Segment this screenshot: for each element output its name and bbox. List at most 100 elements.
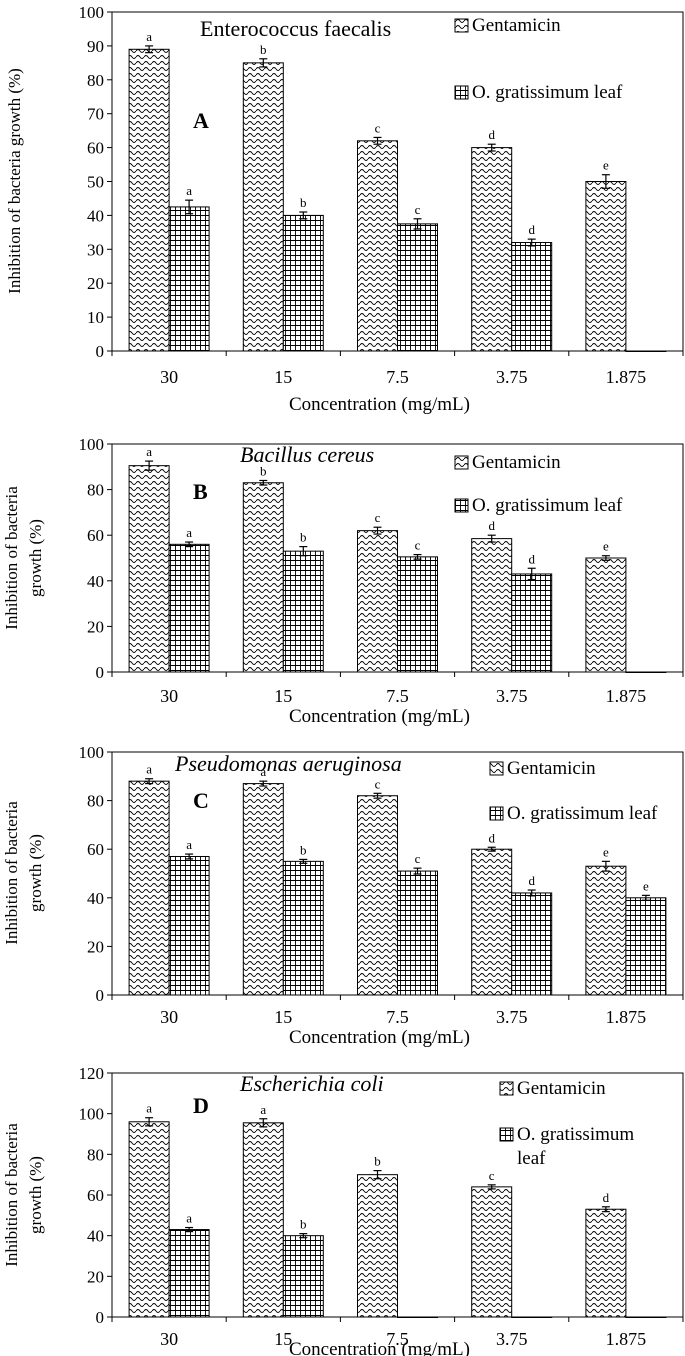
legend-gentamicin-swatch	[489, 761, 504, 776]
legend-gentamicin-swatch	[454, 18, 469, 33]
significance-letter: a	[146, 762, 152, 777]
x-category-label: 1.875	[606, 367, 647, 387]
y-tick-label: 80	[87, 71, 104, 90]
legend-leaf-label: leaf	[517, 1148, 546, 1169]
legend-gentamicin-swatch	[454, 455, 469, 470]
y-tick-label: 0	[96, 986, 105, 1005]
panel-label: B	[193, 479, 208, 504]
significance-letter: d	[528, 222, 535, 237]
gentamicin-bar	[585, 865, 627, 996]
gentamicin-bar	[242, 783, 284, 996]
significance-letter: c	[489, 1168, 495, 1183]
gentamicin-bar	[585, 181, 627, 352]
y-axis-label: Inhibition of bacteria growth (%)	[5, 68, 24, 294]
x-category-label: 3.75	[496, 1007, 528, 1027]
y-tick-label: 40	[87, 572, 104, 591]
significance-letter: b	[260, 463, 267, 478]
y-axis-label: Inhibition of bacteria growth (%)	[2, 486, 45, 630]
significance-letter: e	[603, 158, 609, 173]
y-axis-label-line: growth (%)	[26, 834, 45, 912]
x-category-label: 15	[274, 686, 292, 706]
y-axis-label-line: Inhibition of bacteria	[2, 801, 21, 945]
significance-letter: e	[603, 539, 609, 554]
chart-title: Bacillus cereus	[240, 442, 374, 467]
y-tick-label: 40	[87, 206, 104, 225]
y-tick-label: 100	[79, 1105, 105, 1124]
x-category-label: 1.875	[606, 1007, 647, 1027]
x-category-label: 30	[160, 1007, 178, 1027]
leaf-bar	[282, 550, 324, 673]
gentamicin-bar	[242, 62, 284, 352]
x-category-label: 30	[160, 1329, 178, 1349]
gentamicin-bar	[128, 48, 170, 352]
y-tick-label: 100	[79, 435, 105, 454]
legend-leaf-swatch	[489, 806, 504, 821]
gentamicin-bar	[128, 1121, 170, 1318]
significance-letter: d	[528, 551, 535, 566]
x-axis-label: Concentration (mg/mL)	[289, 1027, 470, 1048]
leaf-bar	[625, 1316, 667, 1318]
significance-letter: d	[488, 127, 495, 142]
significance-letter: c	[415, 538, 421, 553]
y-tick-label: 20	[87, 274, 104, 293]
significance-letter: b	[260, 42, 267, 57]
y-axis-label-line: growth (%)	[26, 1156, 45, 1234]
legend-gentamicin-label: Gentamicin	[507, 758, 596, 779]
significance-letter: c	[375, 120, 381, 135]
y-tick-label: 40	[87, 1227, 104, 1246]
significance-letter: a	[260, 1102, 266, 1117]
significance-letter: a	[146, 444, 152, 459]
leaf-bar	[168, 855, 210, 996]
gentamicin-bar	[128, 780, 170, 996]
y-tick-label: 90	[87, 37, 104, 56]
chart-panel-b: 0 20 40 60 80 100 30 a a 15 b b 7.5 c c 3.75 d d 1.875 e Con…	[2, 435, 684, 727]
significance-letter: b	[300, 195, 307, 210]
gentamicin-bar	[471, 538, 513, 673]
legend-leaf-swatch	[499, 1127, 514, 1142]
gentamicin-bar	[471, 1186, 513, 1318]
leaf-bar	[168, 543, 210, 673]
leaf-bar	[511, 573, 553, 673]
leaf-bar	[625, 350, 667, 352]
legend-gentamicin-swatch	[499, 1081, 514, 1096]
x-category-label: 1.875	[606, 1329, 647, 1349]
y-tick-label: 0	[96, 663, 105, 682]
gentamicin-bar	[357, 140, 398, 352]
significance-letter: c	[375, 776, 381, 791]
leaf-bar	[397, 870, 438, 996]
x-axis-label: Concentration (mg/mL)	[289, 394, 470, 415]
significance-letter: a	[260, 764, 266, 779]
leaf-bar	[397, 1316, 438, 1318]
y-tick-label: 70	[87, 105, 104, 124]
significance-letter: c	[375, 510, 381, 525]
panel-label: C	[193, 788, 209, 813]
y-axis-label: Inhibition of bacteria growth (%)	[2, 801, 45, 945]
gentamicin-bar	[585, 557, 627, 673]
chart-panel-d: 0 20 40 60 80 100 120 30 a a 15 a b 7.5 b 3.75 c 1.875 d Co…	[2, 1064, 684, 1356]
significance-letter: d	[603, 1190, 610, 1205]
leaf-bar	[511, 892, 553, 996]
y-axis-label-line: Inhibition of bacteria	[2, 1123, 21, 1267]
y-tick-label: 100	[79, 3, 105, 22]
legend-leaf-label: O. gratissimum	[517, 1124, 634, 1145]
y-axis-label: Inhibition of bacteria growth (%)	[2, 1123, 45, 1267]
significance-letter: e	[603, 844, 609, 859]
significance-letter: e	[643, 878, 649, 893]
y-tick-label: 80	[87, 792, 104, 811]
legend-gentamicin-label: Gentamicin	[517, 1078, 606, 1099]
significance-letter: b	[300, 842, 307, 857]
y-tick-label: 30	[87, 240, 104, 259]
x-category-label: 1.875	[606, 686, 647, 706]
significance-letter: a	[186, 525, 192, 540]
y-tick-label: 80	[87, 1145, 104, 1164]
x-category-label: 3.75	[496, 1329, 528, 1349]
leaf-bar	[511, 1316, 553, 1318]
x-category-label: 7.5	[386, 1329, 409, 1349]
x-axis-label: Concentration (mg/mL)	[289, 1339, 470, 1356]
significance-letter: d	[528, 873, 535, 888]
chart-title: Escherichia coli	[239, 1071, 384, 1096]
chart-panel-c: 0 20 40 60 80 100 30 a a 15 a b 7.5 c c 3.75 d d 1.875 e e Co…	[2, 743, 684, 1048]
leaf-bar	[282, 1235, 324, 1318]
gentamicin-bar	[357, 530, 398, 673]
